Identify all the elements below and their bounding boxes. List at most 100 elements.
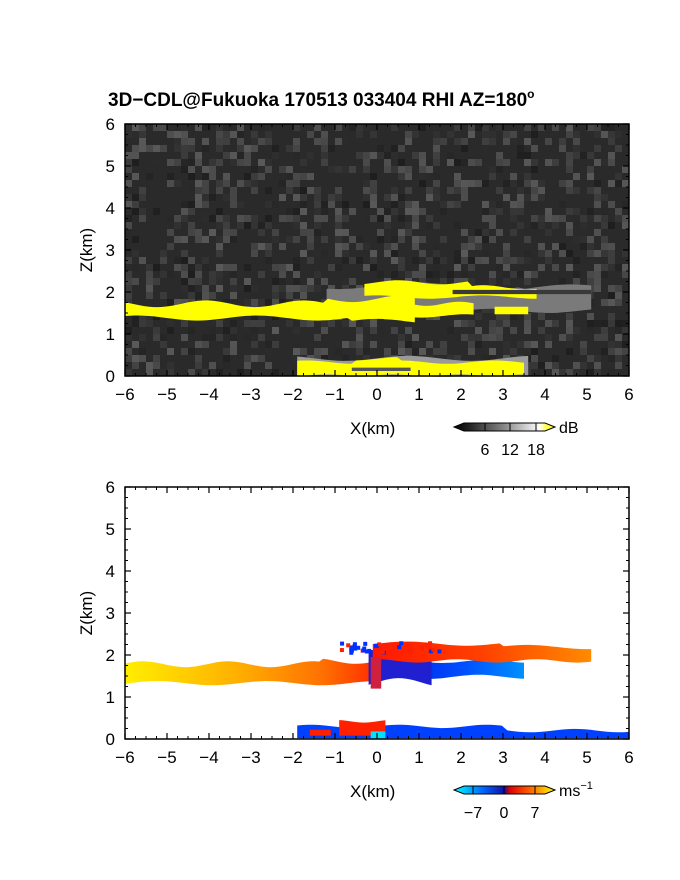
snr-noise-cell — [146, 271, 153, 278]
snr-noise-cell — [601, 264, 608, 271]
snr-noise-cell — [601, 194, 608, 201]
snr-noise-cell — [237, 152, 244, 159]
snr-noise-cell — [202, 264, 209, 271]
snr-noise-cell — [335, 222, 342, 229]
snr-noise-cell — [342, 243, 349, 250]
snr-noise-cell — [552, 355, 559, 362]
snr-noise-cell — [202, 334, 209, 341]
snr-noise-cell — [622, 152, 629, 159]
snr-noise-cell — [587, 271, 594, 278]
snr-noise-cell — [237, 369, 244, 376]
snr-noise-cell — [167, 173, 174, 180]
snr-noise-cell — [153, 334, 160, 341]
snr-noise-cell — [139, 334, 146, 341]
snr-noise-cell — [370, 215, 377, 222]
snr-noise-cell — [489, 334, 496, 341]
vel-ytick-label: 3 — [106, 604, 115, 623]
snr-noise-cell — [475, 229, 482, 236]
snr-noise-cell — [615, 173, 622, 180]
snr-noise-cell — [489, 222, 496, 229]
vel-speckle — [349, 645, 354, 650]
snr-noise-cell — [433, 194, 440, 201]
snr-low-streak — [351, 367, 411, 371]
snr-noise-cell — [377, 152, 384, 159]
snr-noise-cell — [244, 278, 251, 285]
snr-noise-cell — [139, 124, 146, 131]
snr-noise-cell — [363, 187, 370, 194]
snr-noise-cell — [622, 334, 629, 341]
snr-noise-cell — [244, 215, 251, 222]
snr-noise-cell — [167, 215, 174, 222]
snr-noise-cell — [426, 257, 433, 264]
snr-noise-cell — [328, 145, 335, 152]
snr-noise-cell — [265, 243, 272, 250]
snr-noise-cell — [314, 250, 321, 257]
snr-noise-cell — [244, 320, 251, 327]
snr-noise-cell — [440, 229, 447, 236]
snr-noise-cell — [384, 243, 391, 250]
snr-noise-cell — [503, 138, 510, 145]
snr-noise-cell — [433, 145, 440, 152]
snr-noise-cell — [608, 159, 615, 166]
snr-noise-cell — [300, 222, 307, 229]
snr-noise-cell — [594, 285, 601, 292]
vel-xtick-label: −6 — [115, 748, 134, 767]
snr-noise-cell — [559, 369, 566, 376]
snr-noise-cell — [363, 180, 370, 187]
snr-noise-cell — [188, 166, 195, 173]
snr-noise-cell — [496, 327, 503, 334]
snr-east-patch — [494, 306, 529, 315]
snr-noise-cell — [146, 285, 153, 292]
snr-noise-cell — [139, 313, 146, 320]
snr-noise-cell — [279, 243, 286, 250]
snr-noise-cell — [356, 166, 363, 173]
snr-noise-cell — [300, 285, 307, 292]
snr-noise-cell — [307, 173, 314, 180]
snr-noise-cell — [419, 180, 426, 187]
snr-noise-cell — [412, 152, 419, 159]
snr-noise-cell — [545, 250, 552, 257]
snr-noise-cell — [363, 124, 370, 131]
snr-noise-cell — [293, 194, 300, 201]
snr-noise-cell — [230, 236, 237, 243]
snr-noise-cell — [125, 166, 132, 173]
snr-noise-cell — [608, 362, 615, 369]
snr-noise-cell — [622, 271, 629, 278]
snr-noise-cell — [237, 215, 244, 222]
snr-noise-cell — [405, 348, 412, 355]
snr-noise-cell — [125, 201, 132, 208]
snr-noise-cell — [181, 278, 188, 285]
snr-noise-cell — [433, 348, 440, 355]
snr-noise-cell — [125, 292, 132, 299]
snr-noise-cell — [524, 159, 531, 166]
snr-noise-cell — [405, 138, 412, 145]
vel-speckle — [349, 648, 354, 653]
snr-noise-cell — [223, 299, 230, 306]
snr-noise-cell — [587, 355, 594, 362]
snr-noise-cell — [496, 257, 503, 264]
snr-noise-cell — [510, 313, 517, 320]
snr-noise-cell — [566, 320, 573, 327]
snr-noise-cell — [153, 208, 160, 215]
vel-ytick-label: 6 — [106, 478, 115, 497]
snr-noise-cell — [328, 201, 335, 208]
snr-noise-cell — [363, 264, 370, 271]
snr-noise-cell — [293, 236, 300, 243]
snr-noise-cell — [552, 362, 559, 369]
snr-noise-cell — [251, 173, 258, 180]
snr-noise-cell — [538, 313, 545, 320]
snr-noise-cell — [377, 208, 384, 215]
snr-noise-cell — [265, 257, 272, 264]
snr-noise-cell — [181, 264, 188, 271]
snr-noise-cell — [608, 320, 615, 327]
snr-noise-cell — [125, 355, 132, 362]
snr-noise-cell — [230, 320, 237, 327]
snr-noise-cell — [202, 292, 209, 299]
snr-noise-cell — [482, 124, 489, 131]
snr-noise-cell — [216, 124, 223, 131]
snr-noise-cell — [503, 250, 510, 257]
snr-noise-cell — [412, 271, 419, 278]
snr-noise-cell — [139, 187, 146, 194]
snr-noise-cell — [391, 257, 398, 264]
snr-noise-cell — [384, 250, 391, 257]
